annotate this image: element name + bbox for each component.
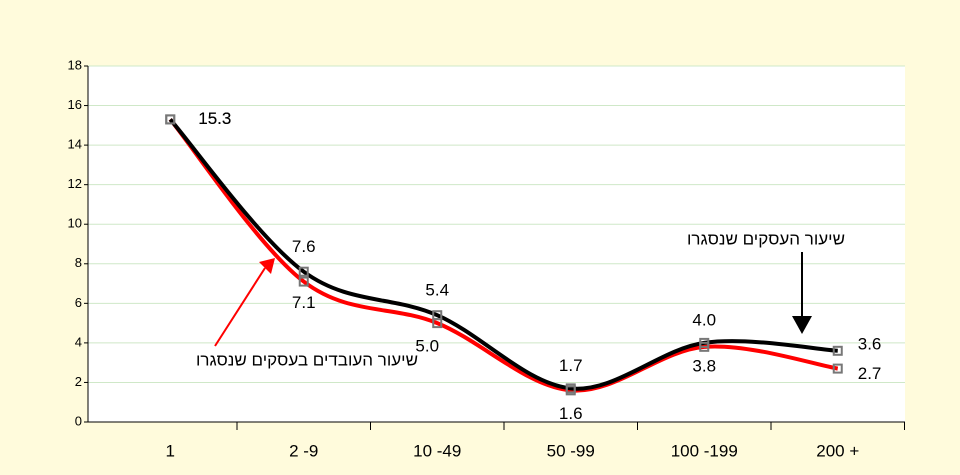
value-label: 3.8: [692, 356, 716, 375]
value-label: 5.4: [425, 281, 449, 300]
value-label: 7.1: [292, 293, 316, 312]
y-tick-label: 0: [75, 413, 82, 428]
marker: [298, 266, 309, 277]
y-tick-label: 2: [75, 374, 82, 389]
plot: 15.37.65.41.74.03.615.37.15.01.63.8 2.7: [165, 109, 882, 423]
value-label: 1.6: [559, 404, 583, 423]
value-label: 3.6: [858, 334, 882, 353]
x-tick-label: 2 -9: [289, 441, 318, 460]
y-tick-label: 16: [68, 97, 82, 112]
x-tick-label: 100 -199: [671, 441, 738, 460]
series-label: שיעור העובדים בעסקים שנסגרו: [196, 350, 418, 369]
series-label: שיעור העסקים שנסגרו: [687, 229, 845, 248]
value-label: 2.7: [858, 364, 882, 383]
value-label: 7.6: [292, 237, 316, 256]
x-tick-label: 200 +: [816, 441, 859, 460]
y-tick-label: 10: [68, 216, 82, 231]
marker: [165, 114, 176, 125]
value-label: 15.3: [198, 109, 231, 128]
y-tick-label: 12: [68, 176, 82, 191]
value-label: 15.3: [198, 109, 231, 128]
value-label: 5.0: [415, 337, 439, 356]
value-label: 1.7: [559, 356, 583, 375]
x-tick-label: 50 -99: [547, 441, 595, 460]
y-tick-label: 6: [75, 295, 82, 310]
marker: [298, 276, 309, 287]
value-label: 4.0: [692, 310, 716, 329]
y-tick-label: 8: [75, 255, 82, 270]
marker: [832, 345, 843, 356]
arrow-head: [259, 258, 275, 274]
marker: [699, 341, 710, 352]
y-tick-label: 18: [68, 57, 82, 72]
x-tick-label: 10 -49: [413, 441, 461, 460]
arrow: [214, 267, 266, 347]
x-tick-label: 1: [166, 441, 175, 460]
arrow-head: [792, 316, 812, 334]
marker: [432, 318, 443, 329]
y-tick-label: 14: [68, 137, 82, 152]
plot-area: [88, 66, 905, 422]
marker: [832, 363, 843, 374]
y-tick-label: 4: [75, 334, 82, 349]
marker: [565, 385, 576, 396]
